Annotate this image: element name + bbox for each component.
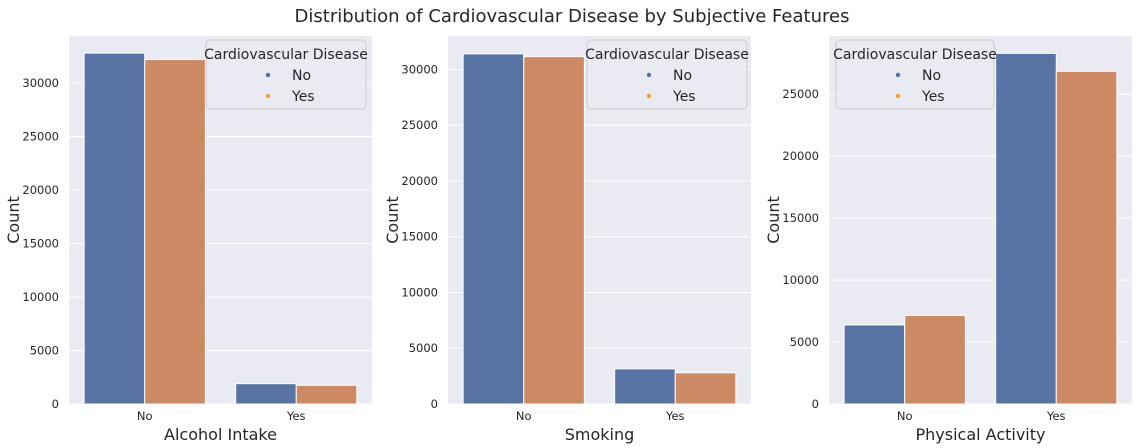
x-tick-label: No: [137, 409, 153, 423]
legend-label-no: No: [292, 68, 311, 84]
legend-marker-yes: [895, 93, 901, 99]
legend-box: [835, 39, 995, 110]
y-tick-label: 10000: [782, 273, 819, 287]
legend-marker-yes: [265, 93, 271, 99]
bar-yes-no: [995, 52, 1057, 405]
legend-marker-no: [895, 72, 901, 78]
legend-label-no: No: [922, 68, 941, 84]
x-axis-label: Smoking: [565, 425, 635, 444]
legend-label-yes: Yes: [921, 89, 945, 105]
y-tick-label: 0: [52, 397, 59, 411]
y-tick-label: 15000: [22, 237, 59, 251]
chart-panel-1: 0 5000 10000 15000 20000 25000 30000 No Yes Alcoh…: [4, 36, 372, 444]
legend: Cardiovascular Disease No Yes: [585, 39, 749, 110]
bar-yes-no: [614, 368, 676, 405]
y-tick-label: 30000: [22, 76, 59, 90]
y-tick-label: 0: [812, 397, 819, 411]
bar-no-yes: [144, 59, 206, 405]
y-tick-label: 0: [431, 397, 438, 411]
legend-title: Cardiovascular Disease: [585, 47, 749, 63]
x-axis-label: Physical Activity: [915, 425, 1045, 444]
bar-no-no: [462, 53, 525, 405]
y-tick-label: 5000: [790, 335, 819, 349]
y-tick-label: 5000: [30, 344, 59, 358]
bar-yes-no: [235, 383, 297, 405]
figure-title: Distribution of Cardiovascular Disease b…: [295, 6, 850, 27]
bar-no-no: [83, 52, 146, 405]
legend: Cardiovascular Disease No Yes: [833, 39, 997, 110]
y-tick-label: 20000: [22, 183, 59, 197]
legend: Cardiovascular Disease No Yes: [204, 39, 368, 110]
y-axis-label: Count: [764, 196, 783, 244]
bar-yes-yes: [1055, 70, 1118, 405]
y-tick-label: 5000: [409, 341, 438, 355]
legend-marker-no: [646, 72, 652, 78]
legend-title: Cardiovascular Disease: [833, 47, 997, 63]
bar-no-no: [843, 324, 906, 405]
y-axis-label: Count: [4, 196, 23, 244]
bar-yes-yes: [674, 372, 737, 405]
x-tick-label: No: [897, 409, 913, 423]
bar-yes-yes: [295, 384, 358, 405]
legend-box: [586, 39, 748, 110]
y-tick-label: 30000: [401, 62, 438, 76]
legend-label-no: No: [673, 68, 692, 84]
y-tick-label: 15000: [782, 211, 819, 225]
bar-no-yes: [904, 314, 966, 405]
y-tick-label: 20000: [401, 174, 438, 188]
bar-no-yes: [523, 56, 585, 405]
y-tick-label: 10000: [401, 285, 438, 299]
x-axis-label: Alcohol Intake: [164, 425, 277, 444]
legend-label-yes: Yes: [291, 89, 315, 105]
y-tick-label: 10000: [22, 290, 59, 304]
legend-box: [205, 39, 367, 110]
x-tick-label: Yes: [286, 409, 306, 423]
legend-marker-yes: [646, 93, 652, 99]
x-tick-label: Yes: [665, 409, 685, 423]
y-tick-label: 20000: [782, 149, 819, 163]
legend-label-yes: Yes: [672, 89, 696, 105]
y-tick-label: 25000: [401, 118, 438, 132]
y-tick-label: 15000: [401, 230, 438, 244]
y-tick-label: 25000: [22, 130, 59, 144]
legend-marker-no: [265, 72, 271, 78]
y-axis-label: Count: [383, 196, 402, 244]
chart-panel-2: 0 5000 10000 15000 20000 25000 30000 No Yes Smoki…: [383, 36, 751, 444]
legend-title: Cardiovascular Disease: [204, 47, 368, 63]
x-tick-label: No: [516, 409, 532, 423]
y-tick-label: 25000: [782, 87, 819, 101]
x-tick-label: Yes: [1046, 409, 1066, 423]
